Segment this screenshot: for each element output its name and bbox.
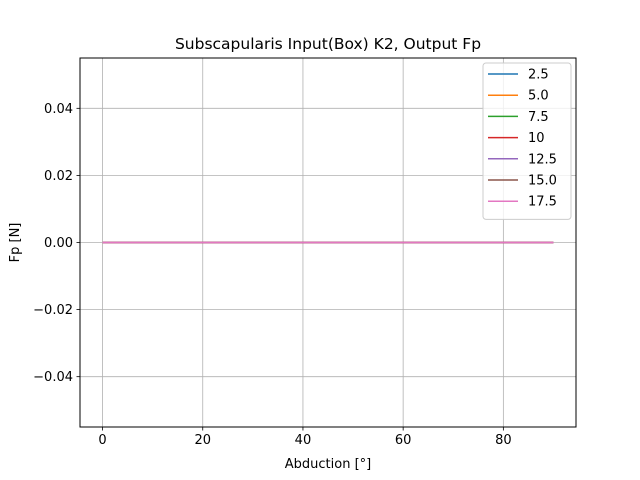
legend-label: 5.0: [528, 89, 549, 104]
x-axis-label: Abduction [°]: [285, 457, 371, 472]
legend-label: 2.5: [528, 68, 549, 83]
legend-label: 10: [528, 131, 545, 146]
x-tick-label: 80: [495, 433, 512, 448]
x-tick-label: 20: [194, 433, 211, 448]
y-tick-label: 0.04: [44, 102, 73, 117]
x-tick-label: 0: [98, 433, 106, 448]
y-axis-label: Fp [N]: [8, 223, 23, 263]
legend: 2.5 5.0 7.5 10 12.5 15.0 17.5: [482, 62, 572, 220]
y-tick-label: −0.02: [33, 303, 73, 318]
legend-box: [482, 62, 572, 220]
x-axis-ticks: 0 20 40 60 80: [98, 427, 512, 448]
legend-label: 17.5: [528, 195, 557, 210]
x-tick-label: 60: [395, 433, 412, 448]
legend-label: 15.0: [528, 174, 557, 189]
legend-label: 12.5: [528, 152, 557, 167]
y-axis-ticks: −0.04 −0.02 0.00 0.02 0.04: [33, 102, 80, 385]
y-tick-label: 0.02: [44, 169, 73, 184]
chart-title: Subscapularis Input(Box) K2, Output Fp: [175, 35, 481, 53]
legend-label: 7.5: [528, 110, 549, 125]
x-tick-label: 40: [295, 433, 312, 448]
y-tick-label: −0.04: [33, 370, 73, 385]
y-tick-label: 0.00: [44, 236, 73, 251]
